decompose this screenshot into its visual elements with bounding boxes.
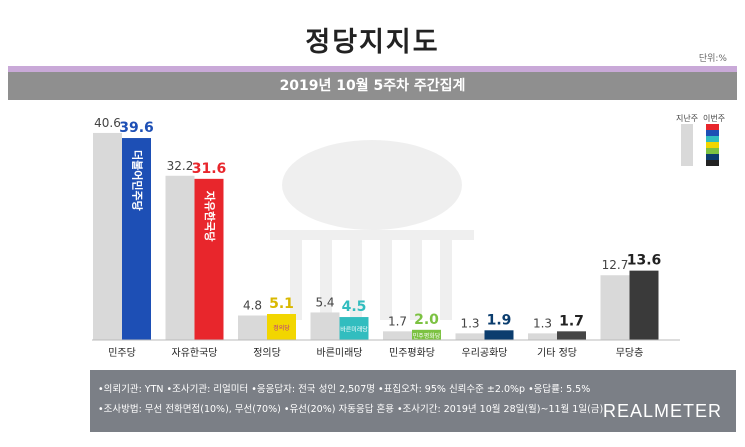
value-label-prev-2: 4.8 <box>243 299 262 313</box>
bar-prev-7 <box>600 275 630 340</box>
value-label-curr-5: 1.9 <box>487 312 512 328</box>
bar-prev-6 <box>528 333 557 340</box>
category-label-3: 바른미래당 <box>317 347 363 359</box>
bar-curr-7 <box>629 270 659 340</box>
value-label-curr-4: 2.0 <box>414 312 439 328</box>
value-label-curr-1: 31.6 <box>192 161 227 177</box>
value-label-prev-1: 32.2 <box>167 159 194 173</box>
bar-prev-5 <box>455 333 485 340</box>
value-label-prev-3: 5.4 <box>315 295 334 309</box>
bar-logo-text-0: 더불어민주당 <box>131 150 145 211</box>
value-label-curr-7: 13.6 <box>627 253 662 269</box>
value-label-prev-4: 1.7 <box>388 314 407 328</box>
bar-prev-2 <box>238 315 267 340</box>
bar-curr-5 <box>484 330 514 340</box>
value-label-prev-6: 1.3 <box>533 316 552 330</box>
value-label-prev-0: 40.6 <box>94 116 121 130</box>
chart-title: 정당지지도 <box>305 27 440 58</box>
category-label-1: 자유한국당 <box>172 347 218 359</box>
category-label-4: 민주평화당 <box>389 347 435 359</box>
value-label-prev-7: 12.7 <box>602 258 629 272</box>
bar-curr-2 <box>267 313 296 340</box>
bar-logo-text-3: 바른미래당 <box>340 326 368 334</box>
footer-line-2: •조사방법: 무선 전화면접(10%), 무선(70%) •유선(20%) 자동… <box>98 404 604 415</box>
bar-curr-3 <box>339 317 369 340</box>
footer-line-1: •의뢰기관: YTN •조사기관: 리얼미터 •응응답자: 전국 성인 2,50… <box>98 384 591 395</box>
category-label-7: 무당층 <box>616 347 644 359</box>
header-divider <box>8 66 737 72</box>
legend-curr-swatch <box>706 124 719 166</box>
bar-curr-0 <box>122 138 151 340</box>
value-label-prev-5: 1.3 <box>460 316 479 330</box>
legend-curr-label: 이번주 <box>703 114 726 123</box>
category-label-0: 민주당 <box>108 347 136 359</box>
category-label-6: 기타 정당 <box>537 347 577 359</box>
bar-curr-6 <box>557 331 586 340</box>
bar-prev-3 <box>310 312 340 340</box>
value-label-curr-0: 39.6 <box>119 120 154 136</box>
survey-info-footer: •의뢰기관: YTN •조사기관: 리얼미터 •응응답자: 전국 성인 2,50… <box>90 370 736 432</box>
unit-label: 단위:% <box>698 54 727 64</box>
bar-curr-1 <box>194 178 224 340</box>
legend-prev-label: 지난주 <box>676 114 699 123</box>
bar-prev-0 <box>93 132 122 340</box>
legend-prev-swatch <box>681 124 693 166</box>
bar-prev-1 <box>165 175 195 340</box>
subtitle-bar: 2019년 10월 5주차 주간집계 <box>8 72 737 100</box>
realmeter-logo: REALMETER <box>602 401 722 421</box>
value-label-curr-3: 4.5 <box>342 299 367 315</box>
bar-logo-text-2: 정의당 <box>273 324 290 332</box>
bar-prev-4 <box>383 331 412 340</box>
category-label-5: 우리공화당 <box>462 347 508 359</box>
value-label-curr-2: 5.1 <box>269 296 294 312</box>
value-label-curr-6: 1.7 <box>559 313 584 329</box>
bar-logo-text-4: 민주평화당 <box>413 332 441 340</box>
watermark-building-icon <box>270 140 474 320</box>
bar-curr-4 <box>412 329 441 340</box>
category-label-2: 정의당 <box>253 347 281 359</box>
bar-logo-text-1: 자유한국당 <box>203 191 217 242</box>
